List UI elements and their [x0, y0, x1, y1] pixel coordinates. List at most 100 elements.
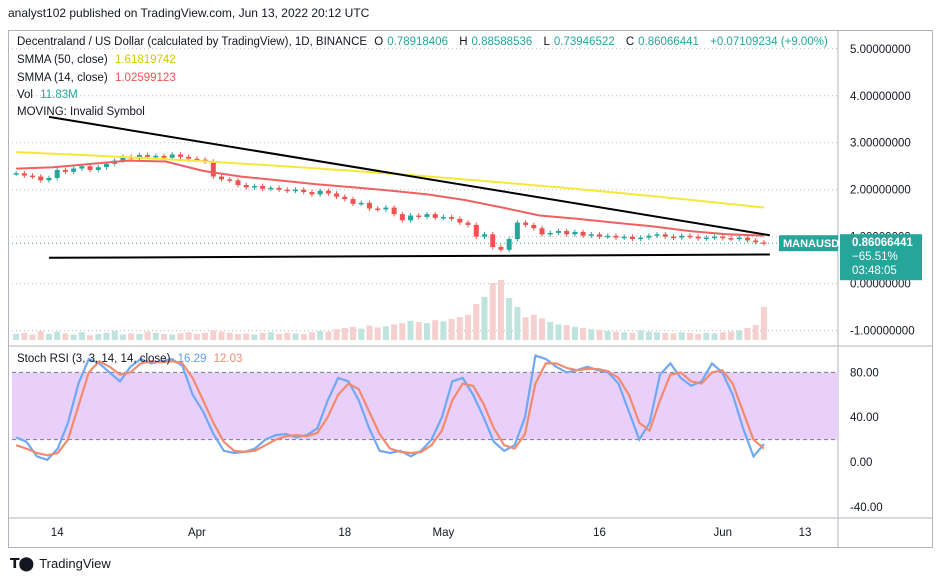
candle-body: [597, 234, 603, 237]
candle-body: [449, 216, 455, 219]
price-tick-label: -1.00000000: [850, 326, 915, 338]
volume-bar: [70, 334, 77, 340]
price-tag: MANAUSD 0.86066441 −65.51% 03:48:05: [779, 234, 922, 281]
candle-body: [334, 193, 340, 197]
candle-body: [30, 175, 36, 178]
price-tag-countdown: 03:48:05: [852, 265, 897, 277]
candle-body: [13, 173, 19, 175]
volume-bar: [317, 331, 324, 340]
volume-bar: [95, 334, 102, 340]
candle-body: [580, 231, 586, 236]
candle-body: [169, 154, 175, 158]
price-tick-label: 2.00000000: [850, 185, 911, 197]
volume-bar: [662, 332, 669, 340]
volume-bar: [276, 334, 283, 340]
legend-open: O 0.78918406: [374, 36, 448, 48]
volume-bar: [489, 283, 496, 340]
legend-sma14: SMMA (14, close) 1.02599123: [17, 72, 176, 84]
volume-bar: [563, 325, 570, 340]
moving-averages: [16, 151, 764, 237]
candle-body: [186, 156, 192, 159]
candle-body: [555, 231, 561, 233]
candle-body: [490, 234, 496, 247]
candle-body: [671, 236, 676, 239]
volume-bar: [13, 334, 20, 340]
candle-body: [679, 235, 685, 238]
volume-bar: [292, 333, 299, 340]
volume-bar: [686, 332, 693, 340]
volume-bar: [432, 320, 439, 340]
candle-body: [440, 216, 446, 219]
publish-header: analyst102 published on TradingView.com,…: [8, 6, 370, 20]
volume-bar: [29, 334, 36, 340]
stoch-tick-label: 0.00: [850, 457, 872, 469]
volume-bar: [243, 333, 250, 340]
volume-bar: [415, 322, 422, 340]
volume-bar: [497, 280, 504, 340]
candle-body: [325, 190, 331, 194]
volume-bar: [177, 333, 184, 340]
volume-bar: [506, 298, 513, 340]
volume-bar: [719, 332, 726, 340]
candle-body: [638, 237, 644, 240]
candle-body: [251, 185, 257, 188]
candle-body: [243, 185, 249, 188]
volume-bar: [234, 334, 241, 340]
volume-bar: [144, 331, 151, 340]
symbol-tag-bg: [779, 235, 838, 252]
volume-bar: [588, 329, 595, 340]
legend-volume: Vol 11.83M: [17, 89, 78, 101]
tradingview-logo-icon: 𝗧⬤: [10, 555, 34, 571]
volume-bar: [711, 333, 718, 340]
candle-body: [736, 237, 742, 240]
candle-body: [276, 187, 282, 190]
candle-body: [457, 218, 463, 223]
candle-body: [424, 214, 430, 217]
candle-body: [687, 235, 693, 238]
candle-body: [210, 161, 216, 177]
candle-body: [761, 242, 767, 244]
legend-sma50: SMMA (50, close) 1.61819742: [17, 54, 176, 66]
candles: [13, 152, 767, 253]
candle-body: [87, 166, 93, 170]
volume-bar: [744, 328, 751, 340]
volume-bar: [308, 332, 315, 340]
candle-body: [317, 190, 323, 195]
candle-body: [498, 247, 504, 250]
candle-body: [104, 163, 109, 168]
candle-body: [547, 232, 553, 235]
symbol-tag-text: MANAUSD: [783, 238, 839, 250]
candle-body: [284, 189, 290, 192]
trend-lines[interactable]: [48, 115, 771, 259]
volume-bar: [251, 334, 258, 340]
volume-bar: [695, 334, 702, 340]
volume-bar: [473, 304, 480, 340]
volume-bar: [530, 314, 537, 340]
volume-bar: [580, 328, 587, 340]
candle-body: [350, 199, 356, 204]
candle-body: [260, 185, 266, 189]
candle-body: [177, 154, 183, 157]
price-tick-label: 5.00000000: [850, 44, 911, 56]
volume-bar: [37, 331, 44, 340]
candle-body: [358, 202, 364, 205]
candle-body: [416, 215, 422, 218]
volume-bar: [539, 318, 546, 340]
volume-bar: [399, 323, 406, 340]
volume-bar: [341, 328, 348, 340]
candle-body: [293, 189, 298, 192]
volume-bar: [54, 331, 61, 340]
volume-bar: [300, 334, 307, 340]
candle-body: [473, 224, 479, 237]
volume-bars: [13, 280, 767, 340]
volume-bar: [547, 322, 554, 340]
candle-body: [21, 173, 27, 176]
candle-body: [399, 214, 405, 221]
candle-body: [572, 231, 578, 235]
candle-body: [695, 236, 701, 239]
candle-body: [482, 234, 487, 237]
candle-body: [309, 192, 315, 195]
chart-frame: [8, 30, 933, 548]
volume-bar: [440, 321, 447, 340]
